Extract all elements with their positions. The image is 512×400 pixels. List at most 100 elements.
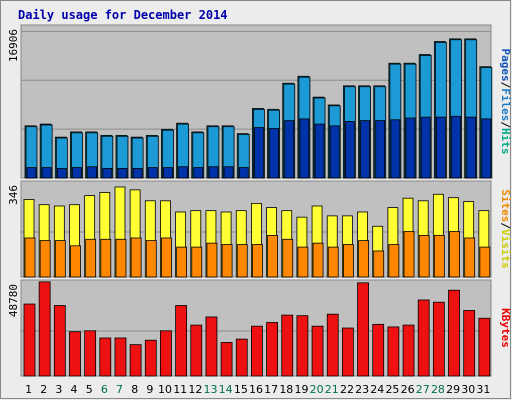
visits-bar-sites <box>85 238 97 278</box>
visits-bar-sites <box>342 244 354 278</box>
kbytes-bar-kbytes <box>311 325 324 377</box>
side-label-part: KBytes <box>499 308 512 348</box>
day-label: 7 <box>116 383 123 396</box>
day-label: 19 <box>294 383 308 396</box>
day-label: 14 <box>219 383 233 396</box>
kbytes-bar-kbytes <box>144 339 157 377</box>
hits-bar-pages <box>375 120 386 179</box>
kbytes-bar-kbytes <box>266 322 278 377</box>
visits-bar-sites <box>145 240 157 278</box>
hits-bar-pages <box>193 167 204 179</box>
day-label: 4 <box>71 383 78 396</box>
kbytes-bar-kbytes <box>387 326 400 377</box>
visits-bar-sites <box>161 237 172 278</box>
visits-bar-sites <box>297 246 309 278</box>
hits-bar-pages <box>269 128 279 179</box>
day-label: 8 <box>131 383 138 396</box>
hits-bar-pages <box>314 123 325 179</box>
day-label: 31 <box>476 383 490 396</box>
kbytes-bar-kbytes <box>372 323 385 377</box>
kbytes-bar-kbytes <box>175 305 188 377</box>
visits-max-label: 346 <box>7 185 20 205</box>
kbytes-max-label: 48780 <box>7 284 20 317</box>
kbytes-bar-kbytes <box>84 330 97 377</box>
side-label-part: / <box>499 82 512 89</box>
visits-bar-sites <box>388 244 400 278</box>
hits-bar-pages <box>102 168 113 179</box>
side-label-part: Pages <box>499 49 512 82</box>
visits-bar-sites <box>115 238 127 278</box>
day-axis: 1 2 3 4 5 6 7 8 9 10 11 12 13 14 15 16 17 18 19 20 21 22 23 24 2… <box>25 383 490 396</box>
visits-bar-sites <box>176 246 188 278</box>
visits-bar-sites <box>282 238 294 278</box>
side-label-part: / <box>499 121 512 128</box>
visits-bar-sites <box>358 240 369 278</box>
visits-panel: 346 Sites/Visits <box>7 180 512 278</box>
kbytes-bar-kbytes <box>69 331 81 377</box>
hits-bar-pages <box>238 167 249 179</box>
day-label: 26 <box>401 383 415 396</box>
kbytes-bar-kbytes <box>160 330 172 377</box>
hits-bar-pages <box>208 166 219 179</box>
hits-bar-pages <box>360 120 370 179</box>
visits-bar-sites <box>433 234 445 278</box>
hits-bar-pages <box>299 118 310 179</box>
day-label: 12 <box>188 383 202 396</box>
day-label: 3 <box>55 383 62 396</box>
day-label: 24 <box>370 383 384 396</box>
visits-bar-sites <box>267 234 278 278</box>
visits-bar-sites <box>221 244 233 278</box>
hits-bar-pages <box>132 168 143 179</box>
visits-bar-sites <box>418 234 430 278</box>
day-label: 6 <box>101 383 108 396</box>
hits-bar-pages <box>72 167 82 179</box>
kbytes-bar-kbytes <box>341 327 354 377</box>
kbytes-bar-kbytes <box>326 313 339 377</box>
day-label: 1 <box>25 383 32 396</box>
kbytes-bar-kbytes <box>129 344 142 377</box>
visits-bar-sites <box>403 231 415 278</box>
kbytes-bar-kbytes <box>38 281 51 377</box>
visits-bar-sites <box>479 246 491 278</box>
visits-bar-sites <box>206 242 218 278</box>
day-label: 29 <box>446 383 460 396</box>
visits-bar-sites <box>312 242 324 278</box>
kbytes-bar-kbytes <box>53 305 66 377</box>
hits-bar-pages <box>329 125 340 179</box>
kbytes-bar-kbytes <box>251 325 263 377</box>
kbytes-bar-kbytes <box>463 310 476 377</box>
day-label: 13 <box>204 383 218 396</box>
hits-bar-pages <box>405 117 416 179</box>
kbytes-bar-kbytes <box>478 317 491 377</box>
day-label: 9 <box>146 383 153 396</box>
hits-bar-pages <box>223 166 234 179</box>
visits-side-label: Sites/Visits <box>499 189 512 269</box>
kbytes-bar-kbytes <box>99 337 112 377</box>
kbytes-bar-kbytes <box>281 314 294 377</box>
day-label: 27 <box>416 383 430 396</box>
visits-bar-sites <box>252 244 263 278</box>
visits-bar-sites <box>70 245 81 278</box>
hits-bar-pages <box>420 116 431 179</box>
visits-bar-sites <box>449 231 460 278</box>
hits-bar-pages <box>163 167 173 179</box>
side-label-part: Files <box>499 88 512 121</box>
day-label: 10 <box>158 383 172 396</box>
hits-bar-pages <box>87 166 98 179</box>
hits-bar-pages <box>284 120 295 179</box>
kbytes-side-label: KBytes <box>499 308 512 348</box>
kbytes-bar-kbytes <box>296 315 309 377</box>
visits-bar-sites <box>24 237 36 278</box>
hits-bar-pages <box>451 115 461 179</box>
hits-max-label: 16906 <box>7 29 20 62</box>
kbytes-bar-kbytes <box>235 338 248 377</box>
side-label-part: Sites <box>499 189 512 222</box>
kbytes-bar-kbytes <box>23 303 36 377</box>
hits-bar-pages <box>56 168 67 179</box>
hits-bar-pages <box>435 116 446 179</box>
hits-bar-pages <box>147 167 158 179</box>
visits-bar-sites <box>39 240 51 278</box>
